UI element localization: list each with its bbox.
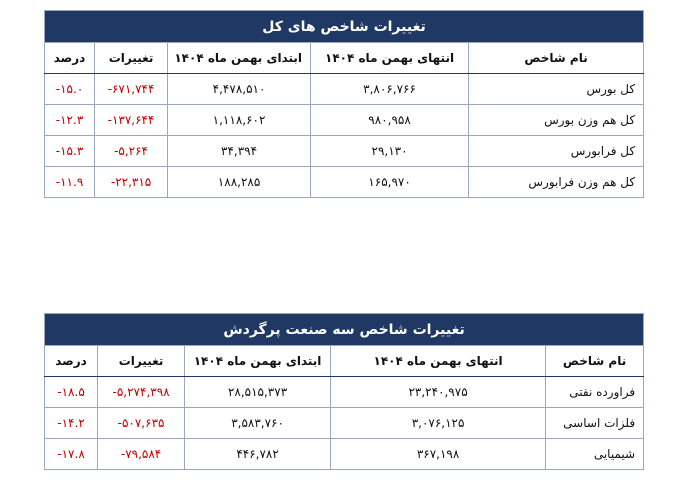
data-row: کل فرابورس ۲۹,۱۳۰ ۳۴,۳۹۴ -۵,۲۶۴ -۱۵.۳ <box>43 135 645 167</box>
header-row: نام شاخص انتهای بهمن ماه ۱۴۰۴ ابتدای بهمن … <box>43 42 645 74</box>
column-header: نام شاخص <box>468 42 645 74</box>
row-label: کل هم وزن بورس <box>468 104 645 136</box>
table-title: تغییرات شاخص های کل <box>43 10 645 43</box>
column-header: درصد <box>43 42 96 74</box>
cell-value: -۱۵.۳ <box>43 135 96 167</box>
cell-value: -۵۰۷,۶۳۵ <box>97 407 186 439</box>
row-label: کل فرابورس <box>468 135 645 167</box>
cell-value: -۱۱.۹ <box>43 166 96 198</box>
cell-value: -۶۷۱,۷۴۴ <box>94 73 169 105</box>
cell-value: -۱۳۷,۶۴۴ <box>94 104 169 136</box>
cell-value: -۵,۲۶۴ <box>94 135 169 167</box>
cell-value: ۹۸۰,۹۵۸ <box>310 104 470 136</box>
cell-value: ۳۴,۳۹۴ <box>167 135 312 167</box>
column-header: ابتدای بهمن ماه ۱۴۰۴ <box>167 42 312 74</box>
table-title: تغییرات شاخص سه صنعت پرگردش <box>43 313 645 346</box>
data-row: کل هم وزن بورس ۹۸۰,۹۵۸ ۱,۱۱۸,۶۰۲ -۱۳۷,۶۴۴ -۱… <box>43 104 645 136</box>
cell-value: -۱۸.۵ <box>43 376 99 408</box>
cell-value: ۲۳,۲۴۰,۹۷۵ <box>330 376 547 408</box>
title-row: تغییرات شاخص سه صنعت پرگردش <box>43 313 645 346</box>
row-label: کل هم وزن فرابورس <box>468 166 645 198</box>
cell-value: ۲۹,۱۳۰ <box>310 135 470 167</box>
data-row: فلزات اساسی ۳,۰۷۶,۱۲۵ ۳,۵۸۳,۷۶۰ -۵۰۷,۶۳۵ -۱۴… <box>43 407 645 439</box>
cell-value: ۳,۸۰۶,۷۶۶ <box>310 73 470 105</box>
cell-value: -۱۲.۳ <box>43 104 96 136</box>
header-row: نام شاخص انتهای بهمن ماه ۱۴۰۴ ابتدای بهمن … <box>43 345 645 377</box>
cell-value: ۲۸,۵۱۵,۳۷۳ <box>184 376 332 408</box>
cell-value: -۱۴.۲ <box>43 407 99 439</box>
data-row: شیمیایی ۳۶۷,۱۹۸ ۴۴۶,۷۸۲ -۷۹,۵۸۴ -۱۷.۸ <box>43 438 645 470</box>
data-row: کل هم وزن فرابورس ۱۶۵,۹۷۰ ۱۸۸,۲۸۵ -۲۲,۳۱۵ -۱… <box>43 166 645 198</box>
cell-value: ۱۶۵,۹۷۰ <box>310 166 470 198</box>
column-header: انتهای بهمن ماه ۱۴۰۴ <box>310 42 470 74</box>
title-row: تغییرات شاخص های کل <box>43 10 645 43</box>
cell-value: ۴,۴۷۸,۵۱۰ <box>167 73 312 105</box>
cell-value: -۲۲,۳۱۵ <box>94 166 169 198</box>
industry-table: تغییرات شاخص سه صنعت پرگردش نام شاخص انتها… <box>43 313 645 470</box>
cell-value: ۴۴۶,۷۸۲ <box>184 438 332 470</box>
cell-value: ۳,۵۸۳,۷۶۰ <box>184 407 332 439</box>
cell-value: -۵,۲۷۴,۳۹۸ <box>97 376 186 408</box>
row-label: کل بورس <box>468 73 645 105</box>
column-header: نام شاخص <box>545 345 645 377</box>
column-header: درصد <box>43 345 99 377</box>
data-row: کل بورس ۳,۸۰۶,۷۶۶ ۴,۴۷۸,۵۱۰ -۶۷۱,۷۴۴ -۱۵.۰ <box>43 73 645 105</box>
cell-value: ۱,۱۱۸,۶۰۲ <box>167 104 312 136</box>
index-table: تغییرات شاخص های کل نام شاخص انتهای بهمن م… <box>43 10 645 198</box>
column-header: انتهای بهمن ماه ۱۴۰۴ <box>330 345 547 377</box>
cell-value: ۳,۰۷۶,۱۲۵ <box>330 407 547 439</box>
row-label: شیمیایی <box>545 438 645 470</box>
data-row: فراورده نفتی ۲۳,۲۴۰,۹۷۵ ۲۸,۵۱۵,۳۷۳ -۵,۲۷۴,۳… <box>43 376 645 408</box>
column-header: ابتدای بهمن ماه ۱۴۰۴ <box>184 345 332 377</box>
column-header: تغییرات <box>94 42 169 74</box>
row-label: فراورده نفتی <box>545 376 645 408</box>
cell-value: ۳۶۷,۱۹۸ <box>330 438 547 470</box>
column-header: تغییرات <box>97 345 186 377</box>
cell-value: -۱۷.۸ <box>43 438 99 470</box>
cell-value: -۱۵.۰ <box>43 73 96 105</box>
row-label: فلزات اساسی <box>545 407 645 439</box>
cell-value: -۷۹,۵۸۴ <box>97 438 186 470</box>
cell-value: ۱۸۸,۲۸۵ <box>167 166 312 198</box>
